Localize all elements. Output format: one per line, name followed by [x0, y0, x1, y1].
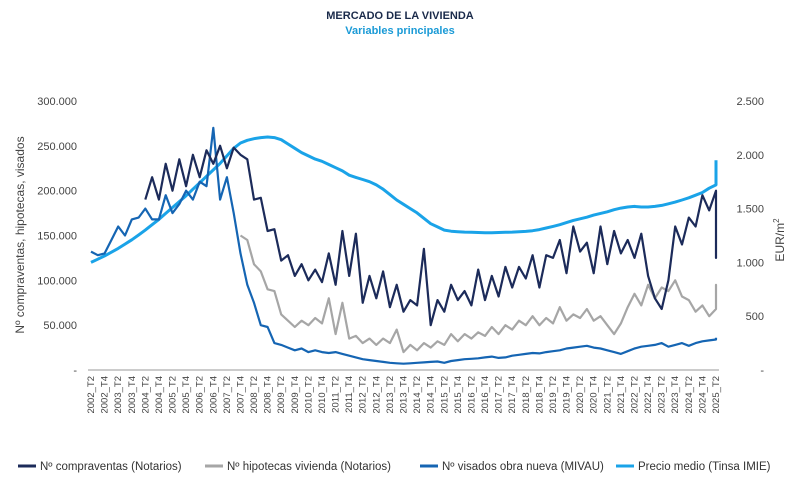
x-tick-label: 2017_T2: [494, 376, 505, 414]
y-tick-label: 150.000: [37, 231, 77, 243]
y2-tick-label: -: [760, 365, 764, 377]
x-tick-label: 2016_T4: [480, 376, 491, 414]
x-tick-label: 2015_T2: [439, 376, 450, 414]
legend-label: Nº compraventas (Notarios): [40, 461, 182, 473]
y-axis-left: - 50.000 100.000 150.000 200.000 250.000 300.0…: [37, 96, 77, 377]
x-tick-label: 2011_T4: [344, 376, 355, 413]
series-layer: [90, 126, 718, 365]
x-tick-label: 2022_T2: [629, 376, 640, 414]
x-tick-label: 2005_T2: [168, 376, 179, 414]
x-tick-label: 2021_T2: [602, 376, 613, 414]
x-tick-label: 2019_T2: [548, 376, 559, 414]
svg-text:EUR/m2: EUR/m2: [772, 218, 787, 262]
x-tick-label: 2018_T2: [521, 376, 532, 414]
y-tick-label: -: [73, 365, 77, 377]
legend-label: Nº visados obra nueva (MIVAU): [442, 461, 604, 473]
y2-tick-label: 1.500: [736, 204, 764, 216]
x-tick-label: 2002_T4: [100, 376, 111, 414]
x-tick-label: 2012_T4: [371, 376, 382, 414]
x-tick-label: 2009_T4: [290, 376, 301, 414]
y2-tick-label: 1.000: [736, 257, 764, 269]
x-tick-label: 2010_T4: [317, 376, 328, 414]
y-tick-label: 200.000: [37, 186, 77, 198]
y2-axis-label: EUR/m2: [772, 218, 787, 262]
y2-axis-label-sup: 2: [772, 218, 781, 223]
x-tick-label: 2023_T4: [670, 376, 681, 414]
x-tick-label: 2012_T2: [358, 376, 369, 414]
x-tick-label: 2004_T4: [154, 376, 165, 414]
x-tick-label: 2025_T2: [711, 376, 722, 414]
x-tick-label: 2013_T4: [399, 376, 410, 414]
x-tick-label: 2003_T4: [127, 376, 138, 414]
y-axis-label: Nº compraventas, hipotecas, visados: [13, 136, 27, 333]
x-tick-label: 2007_T4: [235, 376, 246, 414]
x-tick-label: 2014_T4: [426, 376, 437, 414]
y-tick-label: 50.000: [43, 320, 77, 332]
y2-tick-label: 2.000: [736, 150, 764, 162]
x-tick-label: 2007_T2: [222, 376, 233, 414]
y2-tick-label: 2.500: [736, 96, 764, 108]
chart-title: MERCADO DE LA VIVIENDA: [326, 10, 474, 22]
x-tick-label: 2024_T4: [697, 376, 708, 414]
x-tick-label: 2020_T2: [575, 376, 586, 414]
y-tick-label: 250.000: [37, 141, 77, 153]
y-axis-right: - 500 1.000 1.500 2.000 2.500: [736, 96, 764, 377]
x-tick-label: 2019_T4: [562, 376, 573, 414]
x-tick-label: 2005_T4: [181, 376, 192, 414]
series-line-2: [239, 234, 718, 354]
legend-label: Nº hipotecas vivienda (Notarios): [227, 461, 391, 473]
x-tick-label: 2020_T4: [589, 376, 600, 414]
y-tick-label: 300.000: [37, 96, 77, 108]
x-tick-label: 2006_T4: [208, 376, 219, 414]
x-tick-label: 2003_T2: [113, 376, 124, 414]
x-tick-label: 2021_T4: [616, 376, 627, 414]
series-line-3: [90, 126, 718, 365]
x-tick-label: 2004_T2: [140, 376, 151, 414]
x-tick-label: 2023_T2: [657, 376, 668, 414]
x-tick-label: 2013_T2: [385, 376, 396, 414]
legend: Nº compraventas (Notarios) Nº hipotecas v…: [18, 461, 771, 473]
x-tick-label: 2010_T2: [303, 376, 314, 414]
x-tick-label: 2022_T4: [643, 376, 654, 414]
y2-axis-label-main: EUR/m: [773, 223, 787, 262]
x-tick-label: 2024_T2: [684, 376, 695, 414]
series-line-1: [144, 144, 718, 327]
x-tick-label: 2008_T2: [249, 376, 260, 414]
x-tick-label: 2006_T2: [195, 376, 206, 414]
x-tick-label: 2011_T2: [331, 376, 342, 413]
series-line-4: [90, 135, 718, 264]
chart-subtitle: Variables principales: [345, 25, 454, 37]
y2-tick-label: 500: [746, 311, 764, 323]
x-tick-label: 2016_T2: [466, 376, 477, 414]
x-tick-label: 2008_T4: [263, 376, 274, 414]
x-tick-label: 2009_T2: [276, 376, 287, 414]
x-axis: 2002_T2 2002_T4 2003_T2 2003_T4 2004_T2 2004_…: [86, 376, 722, 414]
legend-label: Precio medio (Tinsa IMIE): [638, 461, 771, 473]
x-tick-label: 2015_T4: [453, 376, 464, 414]
x-tick-label: 2017_T4: [507, 376, 518, 414]
y-tick-label: 100.000: [37, 275, 77, 287]
x-tick-label: 2014_T2: [412, 376, 423, 414]
x-tick-label: 2018_T4: [534, 376, 545, 414]
x-tick-label: 2002_T2: [86, 376, 97, 414]
